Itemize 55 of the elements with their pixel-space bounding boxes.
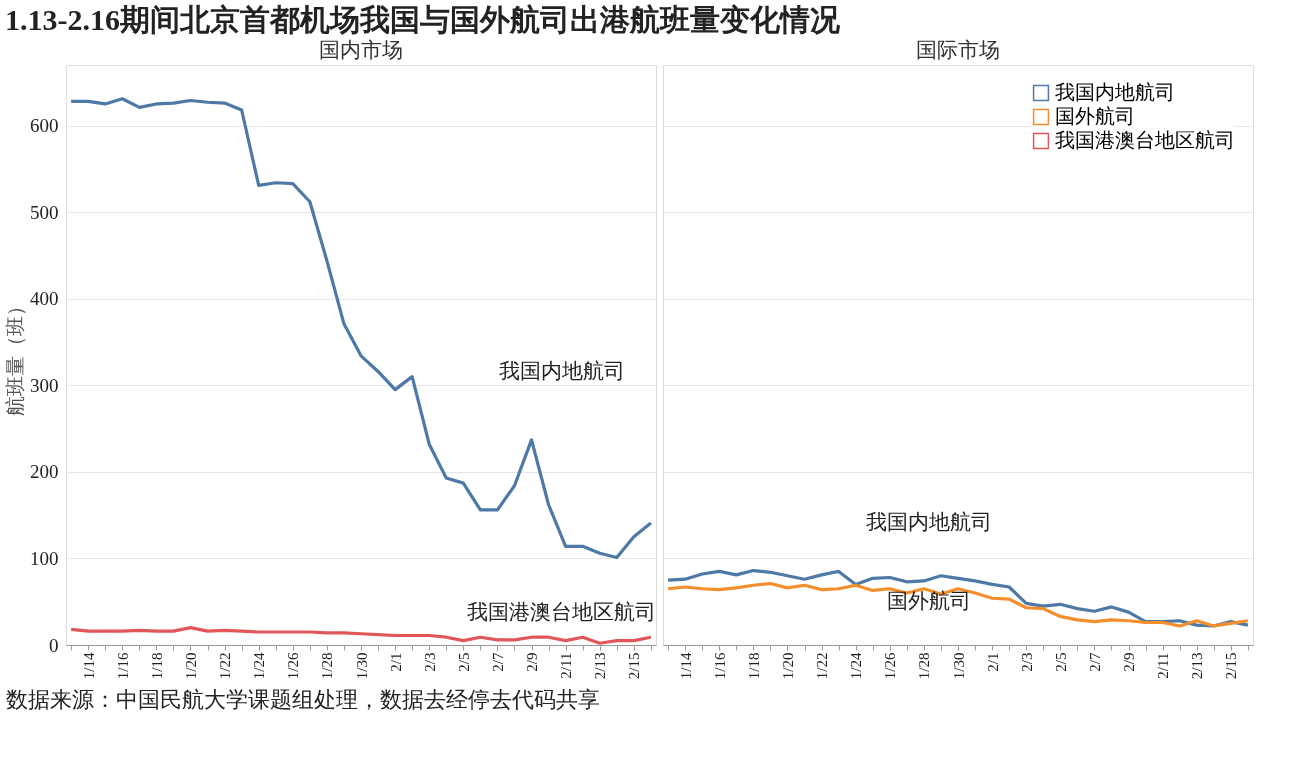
x-tick-label: 2/3 <box>421 652 438 672</box>
x-tick-label: 1/26 <box>882 652 899 680</box>
x-tick-label: 1/20 <box>779 652 796 680</box>
x-tick-label: 1/22 <box>217 652 234 680</box>
x-tick-label: 2/1 <box>387 652 404 672</box>
x-tick-label: 2/5 <box>455 652 472 672</box>
source-note: 数据来源：中国民航大学课题组处理，数据去经停去代码共享 <box>6 687 600 712</box>
y-tick-label: 400 <box>30 288 59 310</box>
x-tick-label: 2/7 <box>1086 652 1103 672</box>
legend-label: 我国港澳台地区航司 <box>1055 129 1235 151</box>
x-tick-label: 2/9 <box>524 652 541 672</box>
x-tick-label: 2/13 <box>1189 652 1206 680</box>
y-axis-title: 航班量（班） <box>4 295 26 416</box>
x-tick-label: 1/18 <box>745 652 762 680</box>
x-tick-label: 1/20 <box>182 652 199 680</box>
line-series <box>69 626 653 645</box>
annotation: 我国内地航司 <box>498 359 625 384</box>
y-tick-label: 200 <box>30 461 59 483</box>
chart-title: 国内市场 <box>319 38 403 62</box>
x-tick-label: 2/1 <box>984 652 1001 672</box>
annotation: 我国内地航司 <box>865 510 992 535</box>
y-tick-label: 600 <box>30 115 59 137</box>
x-tick-label: 2/3 <box>1018 652 1035 672</box>
x-tick-label: 2/9 <box>1121 652 1138 672</box>
annotation: 国外航司 <box>886 588 971 613</box>
x-tick-label: 1/28 <box>916 652 933 680</box>
x-tick-label: 1/30 <box>950 652 967 680</box>
x-tick-label: 1/14 <box>80 652 97 680</box>
x-tick-label: 1/18 <box>148 652 165 680</box>
legend-label: 国外航司 <box>1055 105 1135 127</box>
x-tick-label: 2/11 <box>558 652 575 679</box>
y-tick-label: 100 <box>30 547 59 569</box>
x-tick-label: 2/7 <box>489 652 506 672</box>
x-tick-label: 1/22 <box>814 652 831 680</box>
y-tick-label: 300 <box>30 374 59 396</box>
x-tick-label: 2/15 <box>626 652 643 680</box>
x-tick-label: 1/24 <box>251 652 268 680</box>
x-tick-label: 1/26 <box>285 652 302 680</box>
x-tick-label: 2/11 <box>1155 652 1172 679</box>
x-tick-label: 1/14 <box>677 652 694 680</box>
x-tick-label: 1/30 <box>353 652 370 680</box>
legend-label: 我国内地航司 <box>1055 81 1175 103</box>
x-tick-label: 2/15 <box>1223 652 1240 680</box>
x-tick-label: 1/28 <box>319 652 336 680</box>
x-tick-label: 1/16 <box>114 652 131 680</box>
x-tick-label: 2/5 <box>1052 652 1069 672</box>
y-tick-label: 500 <box>30 201 59 223</box>
chart-title: 国际市场 <box>916 38 1000 62</box>
text: 1.13-2.16期间北京首都机场我国与国外航司出港航班量变化情况 <box>5 2 841 36</box>
line-series <box>69 97 653 560</box>
x-tick-label: 1/24 <box>848 652 865 680</box>
x-tick-label: 2/13 <box>592 652 609 680</box>
annotation: 我国港澳台地区航司 <box>467 600 657 625</box>
y-tick-label: 0 <box>49 634 59 656</box>
x-tick-label: 1/16 <box>711 652 728 680</box>
